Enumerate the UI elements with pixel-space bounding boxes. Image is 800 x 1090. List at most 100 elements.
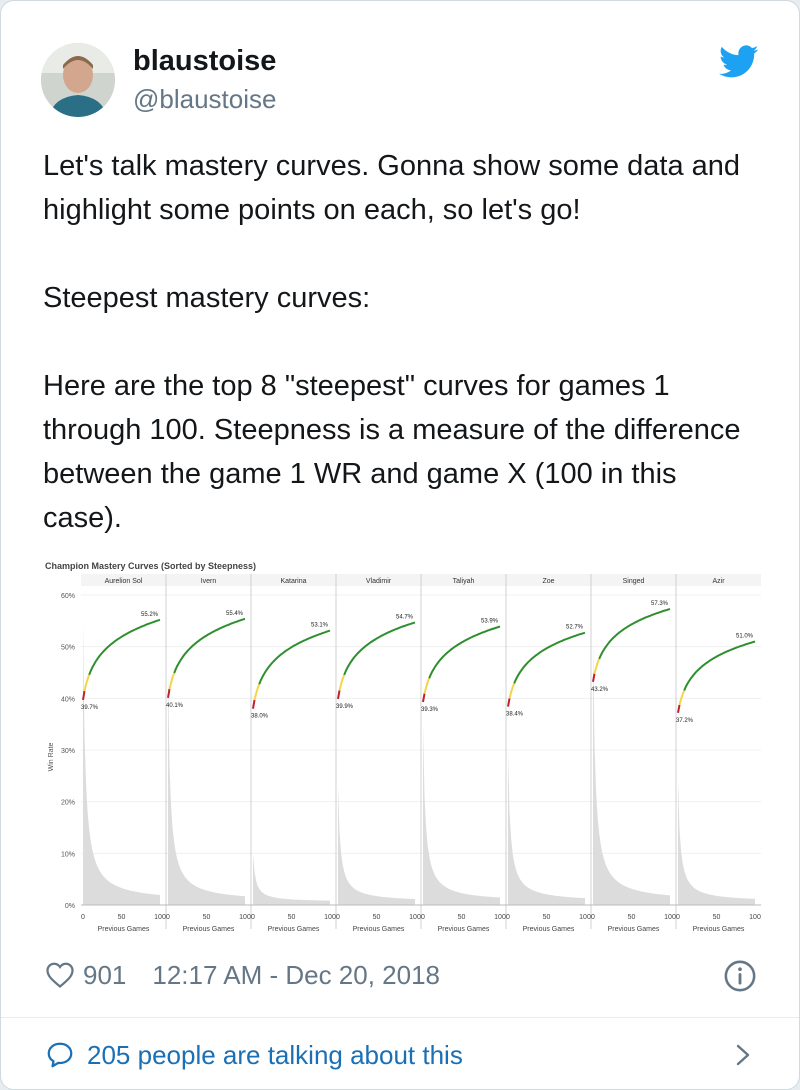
win-rate-curve — [598, 607, 671, 660]
win-rate-curve — [593, 658, 601, 674]
end-value-label: 55.4% — [226, 611, 244, 617]
twitter-bird-icon[interactable] — [719, 45, 759, 79]
x-tick-label: 100 — [239, 914, 251, 921]
x-tick-label: 50 — [458, 914, 466, 921]
games-distribution-area — [168, 672, 245, 905]
x-tick-label: 100 — [664, 914, 676, 921]
conversation-link[interactable]: 205 people are talking about this — [45, 1037, 463, 1073]
win-rate-curve — [173, 617, 246, 674]
x-tick-label: 50 — [118, 914, 126, 921]
x-axis-label: Previous Games — [268, 926, 320, 933]
x-tick-label: 50 — [203, 914, 211, 921]
x-tick-label: 0 — [506, 914, 510, 921]
chevron-right-icon[interactable] — [731, 1041, 755, 1069]
start-value-label: 39.9% — [336, 704, 354, 710]
x-tick-label: 100 — [409, 914, 421, 921]
games-distribution-area — [338, 786, 415, 905]
panel-header — [166, 574, 251, 586]
talking-count: 205 people are talking about this — [87, 1039, 463, 1070]
x-tick-label: 0 — [81, 914, 85, 921]
x-axis-label: Previous Games — [438, 926, 490, 933]
tweet-paragraph: Steepest mastery curves: — [43, 282, 371, 314]
x-tick-label: 100 — [154, 914, 166, 921]
start-value-label: 37.2% — [676, 718, 694, 724]
tweet-text: Let's talk mastery curves. Gonna show so… — [43, 144, 763, 540]
games-distribution-area — [508, 750, 585, 905]
panel-title: Ivern — [201, 578, 217, 585]
win-rate-curve — [508, 683, 516, 699]
panel-header — [591, 574, 676, 586]
x-tick-label: 50 — [713, 914, 721, 921]
start-value-label: 38.0% — [251, 714, 269, 720]
games-distribution-area — [253, 853, 330, 905]
display-name[interactable]: blaustoise — [133, 45, 277, 77]
y-tick-label: 30% — [61, 748, 75, 755]
panel-title: Katarina — [280, 578, 306, 585]
x-tick-label: 0 — [421, 914, 425, 921]
like-count[interactable]: 901 — [83, 959, 127, 990]
avatar[interactable] — [41, 43, 115, 117]
x-tick-label: 0 — [166, 914, 170, 921]
end-value-label: 55.2% — [141, 612, 159, 618]
end-value-label: 51.0% — [736, 634, 754, 640]
divider — [1, 1017, 799, 1018]
x-axis-label: Previous Games — [693, 926, 745, 933]
user-handle[interactable]: @blaustoise — [133, 84, 277, 114]
tweet-paragraph: Let's talk mastery curves. Gonna show so… — [43, 150, 741, 226]
win-rate-curve — [683, 640, 756, 691]
x-axis-label: Previous Games — [608, 926, 660, 933]
panel-header — [81, 574, 166, 586]
end-value-label: 53.9% — [481, 619, 499, 625]
x-tick-label: 0 — [676, 914, 680, 921]
win-rate-curve — [252, 699, 256, 709]
x-tick-label: 0 — [251, 914, 255, 921]
x-axis-label: Previous Games — [523, 926, 575, 933]
timestamp[interactable]: 12:17 AM - Dec 20, 2018 — [152, 959, 441, 990]
win-rate-curve — [677, 704, 681, 713]
end-value-label: 57.3% — [651, 601, 669, 607]
win-rate-curve — [507, 698, 511, 707]
chart-title: Champion Mastery Curves (Sorted by Steep… — [45, 561, 256, 571]
panel-title: Vladimir — [366, 578, 392, 585]
x-tick-label: 0 — [336, 914, 340, 921]
chart-image[interactable]: Champion Mastery Curves (Sorted by Steep… — [41, 557, 761, 941]
win-rate-curve — [343, 621, 416, 676]
win-rate-curve — [168, 672, 176, 690]
win-rate-curve — [338, 674, 346, 691]
x-axis-label: Previous Games — [98, 926, 150, 933]
end-value-label: 52.7% — [566, 625, 584, 631]
win-rate-curve — [88, 618, 161, 676]
start-value-label: 39.7% — [81, 705, 99, 711]
x-tick-label: 100 — [494, 914, 506, 921]
y-tick-label: 50% — [61, 645, 75, 652]
y-tick-label: 40% — [61, 696, 75, 703]
tweet-stats: 901 12:17 AM - Dec 20, 2018 — [45, 957, 440, 993]
panel-header — [421, 574, 506, 586]
games-distribution-area — [593, 636, 670, 905]
start-value-label: 38.4% — [506, 712, 524, 718]
games-distribution-area — [423, 724, 500, 905]
panel-header — [506, 574, 591, 586]
y-tick-label: 10% — [61, 851, 75, 858]
panel-title: Azir — [712, 578, 725, 585]
win-rate-curve — [83, 674, 91, 692]
tweet-paragraph: Here are the top 8 "steepest" curves for… — [43, 370, 741, 534]
end-value-label: 53.1% — [311, 623, 329, 629]
panel-title: Taliyah — [453, 578, 475, 585]
start-value-label: 40.1% — [166, 703, 184, 709]
win-rate-curve — [428, 625, 501, 679]
start-value-label: 39.3% — [421, 707, 439, 713]
win-rate-curve — [423, 677, 431, 694]
start-value-label: 43.2% — [591, 687, 609, 693]
y-tick-label: 0% — [65, 903, 75, 910]
y-tick-label: 60% — [61, 593, 75, 600]
panel-title: Aurelion Sol — [105, 578, 143, 585]
win-rate-curve — [82, 690, 86, 701]
y-axis-label: Win Rate — [48, 743, 55, 772]
info-icon[interactable] — [723, 959, 757, 993]
heart-icon[interactable] — [45, 960, 75, 990]
x-tick-label: 50 — [288, 914, 296, 921]
panel-header — [251, 574, 336, 586]
x-tick-label: 50 — [373, 914, 381, 921]
